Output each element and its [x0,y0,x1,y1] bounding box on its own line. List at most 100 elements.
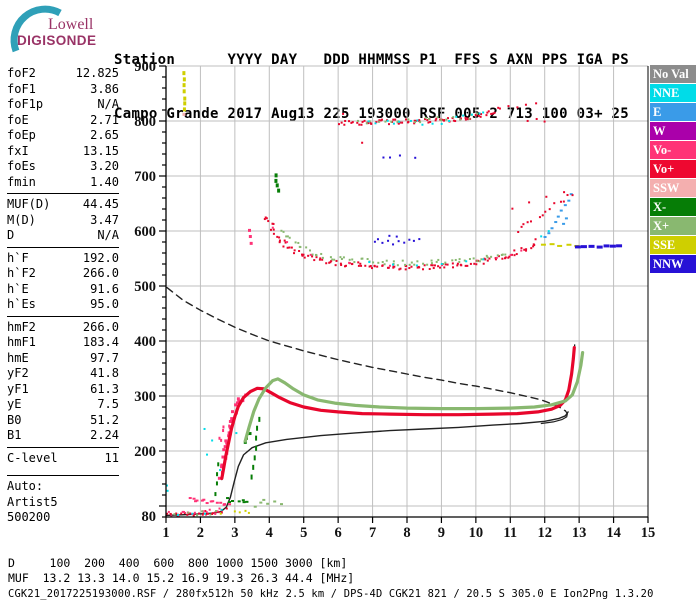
param-label: foEs [7,159,36,173]
parameter-group: MUF(D) 44.45 M(D) 3.47 D N/A [7,193,119,244]
trace-e-bottom-misc-green [173,510,218,517]
param-hmF1: hmF1 183.4 [7,335,119,351]
param-yE: yE 7.5 [7,397,119,413]
auto-line: 500200 [7,510,51,524]
param-foE: foE 2.71 [7,113,119,129]
param-label: h`F [7,250,29,265]
legend-item-nne: NNE [650,84,696,102]
parameter-group: C-level 11 [7,446,119,467]
parameter-group: hmF2 266.0 hmF1 183.4 hmE 97.7 yF2 41.8 yF1 61.3 y… [7,315,119,444]
param-label: foF2 [7,66,36,80]
param-label: hmE [7,350,29,365]
param-value: 44.45 [82,197,119,211]
param-value: 266.0 [82,319,119,334]
param-label: foE [7,112,29,127]
logo-lowell-text: Lowell [48,16,94,33]
tick-label: 8 [403,525,410,541]
param-value: 3.47 [90,212,119,227]
legend-item-nnw: NNW [650,255,696,273]
tick-label: 1 [162,525,169,541]
trace-stray-cyan-dots [165,427,238,492]
param-h`E: h`E 91.6 [7,282,119,298]
trace-uband-right-red-rise [517,194,569,234]
legend-item-no-val: No Val [650,65,696,83]
trace-uband-pink [271,226,523,267]
trace-right-yellow-dashes [540,243,580,247]
trace-profile-peak-hook [540,410,569,425]
param-label: fmin [7,174,36,189]
param-foEs: foEs 3.20 [7,159,119,175]
trace-right-blue-dashes [574,244,623,249]
param-label: yE [7,397,22,411]
param-foF1: foF1 3.86 [7,82,119,98]
param-label: fxI [7,143,29,158]
param-fmin: fmin 1.40 [7,175,119,191]
tick-label: 600 [134,224,156,240]
auto-line: Auto: [7,479,44,493]
trace-es-pink-segment [188,497,232,506]
trace-es-green-sparse [253,498,284,508]
trace-low-green-vdash [214,462,220,497]
param-label: MUF(D) [7,197,51,211]
legend-item-vo-: Vo- [650,141,696,159]
trace-uband-cyan [368,230,550,267]
param-value: 1.40 [90,174,119,189]
param-label: D [7,228,15,242]
trace-high-blue-dots [382,154,417,159]
param-value: 11 [104,450,119,465]
autoscaling-group: Auto: Artist5 500200 [7,475,119,526]
param-value: 266.0 [82,266,119,280]
param-M(D): M(D) 3.47 [7,213,119,229]
trace-green-cluster-4mhz [274,173,281,193]
param-value: 13.15 [82,143,119,158]
legend-item-w: W [650,122,696,140]
param-yF2: yF2 41.8 [7,366,119,382]
trace-ftrace-red [220,346,576,481]
param-label: foEp [7,128,36,142]
auto-line: Artist5 [7,494,58,509]
param-D: D N/A [7,228,119,244]
param-value: 2.24 [90,428,119,442]
param-label: h`Es [7,297,36,311]
tick-label: 14 [606,525,621,541]
tick-label: 80 [142,509,157,525]
param-value: 95.0 [90,297,119,311]
param-label: M(D) [7,212,36,227]
param-value: N/A [97,228,119,242]
param-foEp: foEp 2.65 [7,128,119,144]
param-value: 12.825 [75,66,119,80]
param-MUF(D): MUF(D) 44.45 [7,197,119,213]
param-B0: B0 51.2 [7,413,119,429]
param-label: yF1 [7,381,29,396]
tick-label: 200 [134,444,156,460]
tick-label: 2 [197,525,204,541]
param-h`F: h`F 192.0 [7,251,119,267]
trace-uband-blue-cluster [373,234,421,246]
param-label: h`F2 [7,266,36,280]
param-label: foF1p [7,97,44,111]
trace-sse-vertical-streak [182,71,187,112]
parameter-group: foF2 12.825 foF1 3.86 foF1p N/A foE 2.71 foEp 2.6… [7,66,119,190]
param-hmF2: hmF2 266.0 [7,320,119,336]
trace-es-green-segment [226,497,249,504]
param-B1: B1 2.24 [7,428,119,444]
trace-uband-red [263,216,537,271]
param-value: 51.2 [90,412,119,427]
tick-label: 5 [300,525,307,541]
trace-band800-cyan [367,111,485,126]
param-value: 2.65 [90,128,119,142]
param-fxI: fxI 13.15 [7,144,119,160]
trace-red-sparse-upper-right [511,191,574,210]
tick-label: 900 [134,59,156,75]
trace-profile-line [165,411,569,517]
tick-label: 9 [438,525,445,541]
tick-label: 3 [231,525,238,541]
param-foF1p: foF1p N/A [7,97,119,113]
param-label: hmF1 [7,335,36,349]
legend-item-vo+: Vo+ [650,160,696,178]
param-value: 91.6 [90,281,119,296]
legend-item-x-: X- [650,198,696,216]
tick-label: 15 [641,525,656,541]
param-label: yF2 [7,366,29,380]
tick-label: 11 [503,525,517,541]
